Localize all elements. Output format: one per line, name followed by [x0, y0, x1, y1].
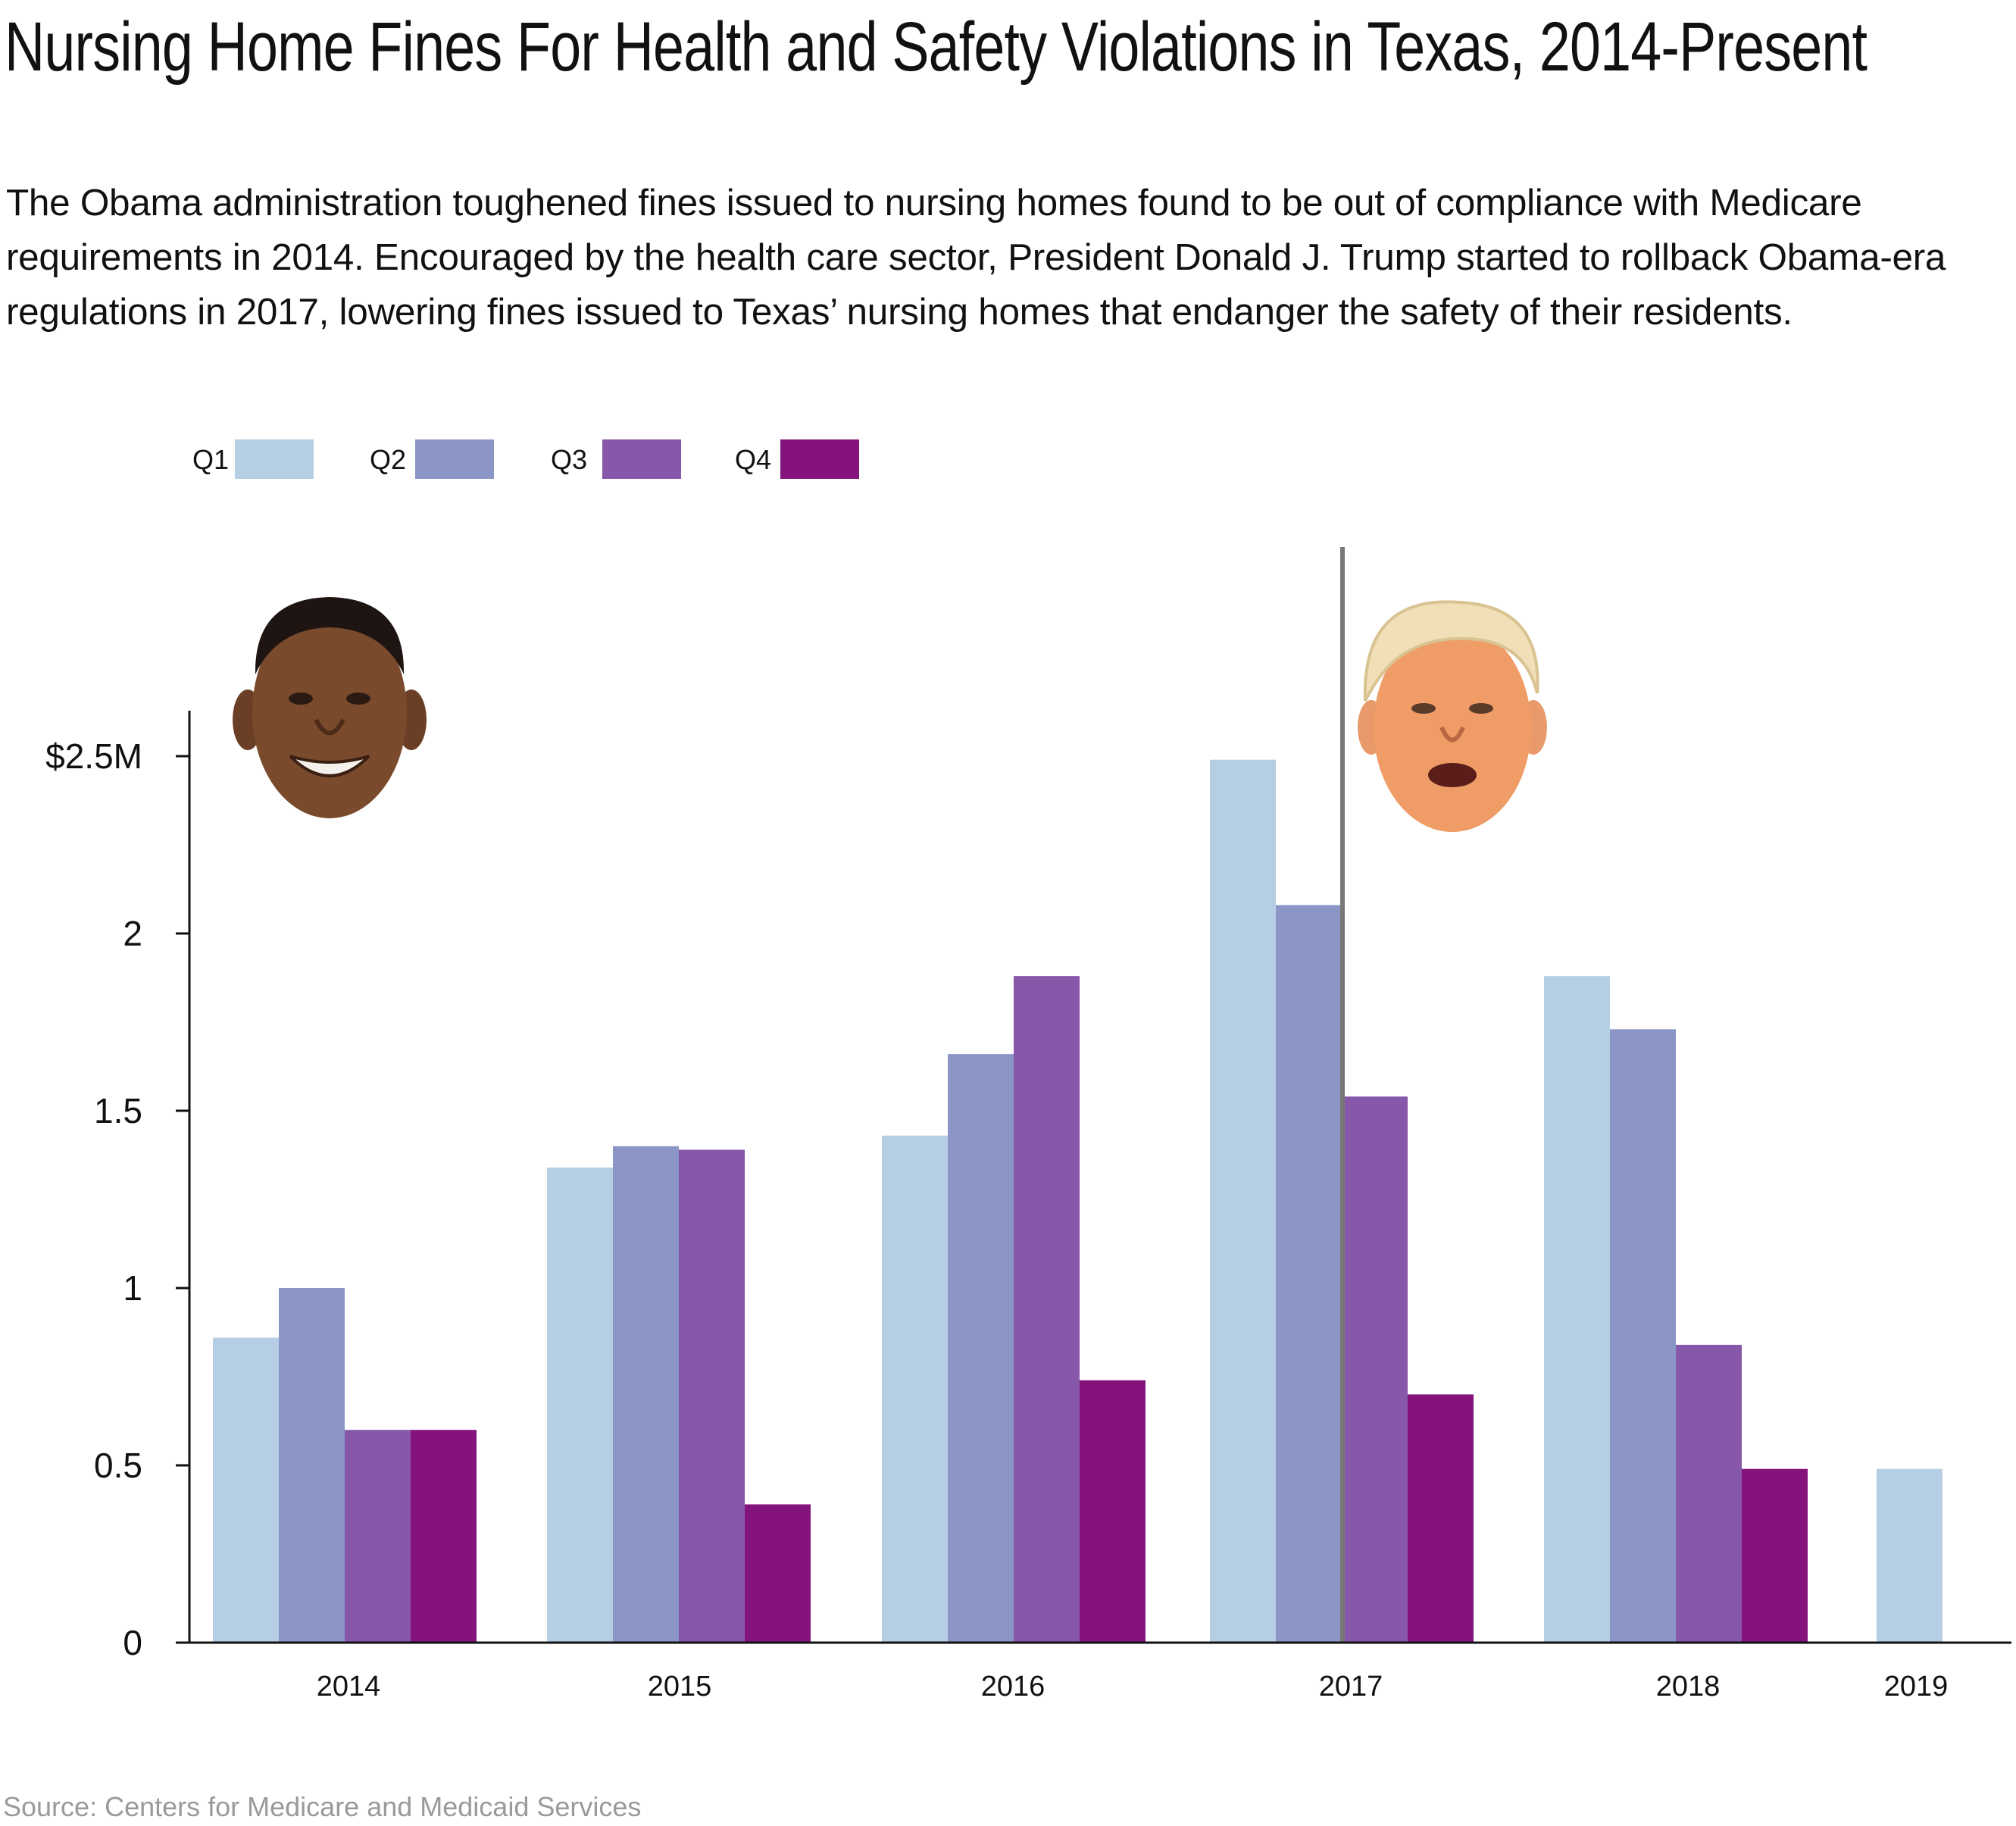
bar-2019-q1 — [1877, 1468, 1943, 1643]
obama-face-icon — [233, 597, 427, 818]
y-tick-label: 0.5 — [94, 1446, 142, 1485]
x-tick-label-2019: 2019 — [1884, 1671, 1949, 1702]
bar-2014-q1 — [213, 1337, 279, 1643]
bar-2017-q4 — [1408, 1394, 1474, 1643]
bar-2016-q4 — [1080, 1380, 1146, 1643]
bar-2015-q3 — [679, 1149, 745, 1643]
chart-title: Nursing Home Fines For Health and Safety… — [5, 8, 1868, 86]
y-tick-label: 1.5 — [94, 1091, 142, 1130]
bar-2015-q4 — [745, 1504, 811, 1643]
y-tick-label: 1 — [123, 1268, 142, 1308]
bar-2018-q2 — [1610, 1029, 1676, 1643]
y-tick-label: $2.5M — [45, 736, 142, 776]
y-ticks-layer: 0 0.5 1 1.5 2 $2.5M — [45, 736, 189, 1662]
trump-face-icon — [1358, 600, 1547, 832]
bar-2015-q1 — [547, 1167, 613, 1643]
bar-2018-q3 — [1676, 1344, 1742, 1643]
y-tick-label: 2 — [123, 914, 142, 953]
y-tick-label: 0 — [123, 1623, 142, 1662]
bar-2017-q2 — [1276, 905, 1342, 1643]
legend-swatch-q1 — [235, 439, 314, 479]
bars-layer — [213, 759, 1943, 1643]
legend-label-q2: Q2 — [370, 444, 407, 475]
source-note: Source: Centers for Medicare and Medicai… — [3, 1791, 642, 1822]
bar-2014-q2 — [279, 1288, 345, 1643]
bar-2018-q4 — [1742, 1468, 1808, 1643]
bar-2015-q2 — [613, 1146, 679, 1643]
x-tick-label-2018: 2018 — [1656, 1671, 1721, 1702]
bar-2018-q1 — [1544, 976, 1610, 1643]
legend-swatch-q4 — [780, 439, 859, 479]
x-tick-label-2015: 2015 — [648, 1671, 712, 1702]
legend-swatch-q2 — [415, 439, 494, 479]
bar-2014-q4 — [411, 1430, 477, 1643]
legend-label-q4: Q4 — [735, 444, 772, 475]
bar-2016-q1 — [882, 1135, 948, 1643]
legend-label-q3: Q3 — [551, 444, 588, 475]
axes-layer — [188, 711, 2011, 1644]
bar-2016-q3 — [1014, 976, 1080, 1643]
bar-2017-q3 — [1342, 1096, 1408, 1643]
x-tick-label-2014: 2014 — [317, 1671, 381, 1702]
chart-subtitle: The Obama administration toughened fines… — [6, 182, 1946, 333]
legend-swatch-q3 — [602, 439, 681, 479]
x-ticks-layer: 2014 2015 2016 2017 2018 2019 — [317, 1671, 1949, 1702]
x-tick-label-2016: 2016 — [981, 1671, 1046, 1702]
bar-2014-q3 — [345, 1430, 411, 1643]
bar-2016-q2 — [948, 1054, 1014, 1643]
legend-label-q1: Q1 — [192, 444, 230, 475]
bar-2017-q1 — [1210, 759, 1276, 1643]
x-tick-label-2017: 2017 — [1319, 1671, 1383, 1702]
